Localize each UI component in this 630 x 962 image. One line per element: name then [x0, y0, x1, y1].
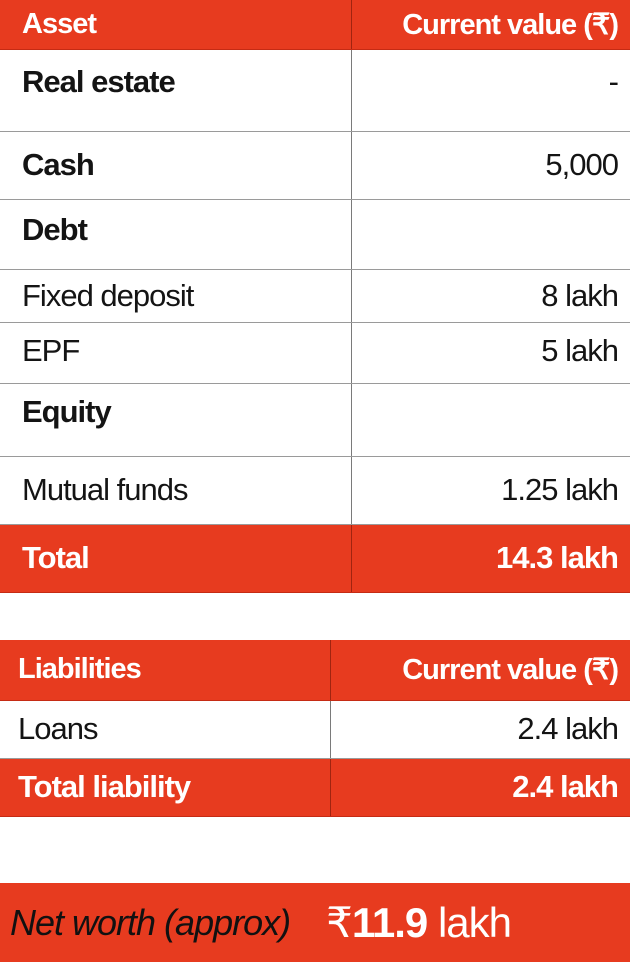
- table-row: Equity: [0, 383, 630, 457]
- liabilities-total-label: Total liability: [0, 758, 330, 817]
- asset-category-label: Equity: [0, 383, 351, 457]
- asset-label: EPF: [0, 322, 351, 384]
- asset-value: 8 lakh: [350, 269, 630, 323]
- asset-value-column-header: Current value (₹): [350, 0, 630, 50]
- table-row: Loans 2.4 lakh: [0, 700, 630, 759]
- table-row: Real estate -: [0, 49, 630, 132]
- liabilities-header-row: Liabilities Current value (₹): [0, 640, 630, 701]
- liabilities-total-row: Total liability 2.4 lakh: [0, 758, 630, 817]
- asset-column-header: Asset: [0, 0, 351, 50]
- asset-value: [350, 199, 630, 270]
- asset-label: Mutual funds: [0, 456, 351, 525]
- liability-value: 2.4 lakh: [329, 700, 630, 759]
- table-row: Debt: [0, 199, 630, 270]
- net-worth-label: Net worth (approx): [10, 901, 291, 943]
- liabilities-total-value: 2.4 lakh: [329, 758, 630, 817]
- asset-value: -: [350, 49, 630, 132]
- table-row: Fixed deposit 8 lakh: [0, 269, 630, 323]
- assets-header-row: Asset Current value (₹): [0, 0, 630, 50]
- liabilities-column-header: Liabilities: [0, 640, 330, 701]
- assets-total-label: Total: [0, 524, 351, 593]
- table-row: Mutual funds 1.25 lakh: [0, 456, 630, 525]
- asset-label: Fixed deposit: [0, 269, 351, 323]
- net-worth-banner: Net worth (approx) ₹11.9 lakh: [0, 883, 630, 962]
- table-row: EPF 5 lakh: [0, 322, 630, 384]
- asset-value: 5,000: [350, 131, 630, 200]
- asset-value: 1.25 lakh: [350, 456, 630, 525]
- net-worth-unit: lakh: [427, 899, 512, 946]
- table-row: Cash 5,000: [0, 131, 630, 200]
- currency-symbol: ₹: [326, 899, 353, 946]
- asset-category-label: Debt: [0, 199, 351, 270]
- assets-total-row: Total 14.3 lakh: [0, 524, 630, 593]
- asset-value: [350, 383, 630, 457]
- net-worth-value: ₹11.9 lakh: [326, 898, 512, 947]
- net-worth-amount: 11.9: [351, 899, 428, 946]
- liabilities-table: Liabilities Current value (₹) Loans 2.4 …: [0, 640, 630, 817]
- asset-label: Cash: [0, 131, 351, 200]
- asset-label: Real estate: [0, 49, 351, 132]
- asset-value: 5 lakh: [350, 322, 630, 384]
- assets-total-value: 14.3 lakh: [350, 524, 630, 593]
- liabilities-value-column-header: Current value (₹): [329, 640, 630, 701]
- liability-label: Loans: [0, 700, 330, 759]
- assets-table: Asset Current value (₹) Real estate - Ca…: [0, 0, 630, 593]
